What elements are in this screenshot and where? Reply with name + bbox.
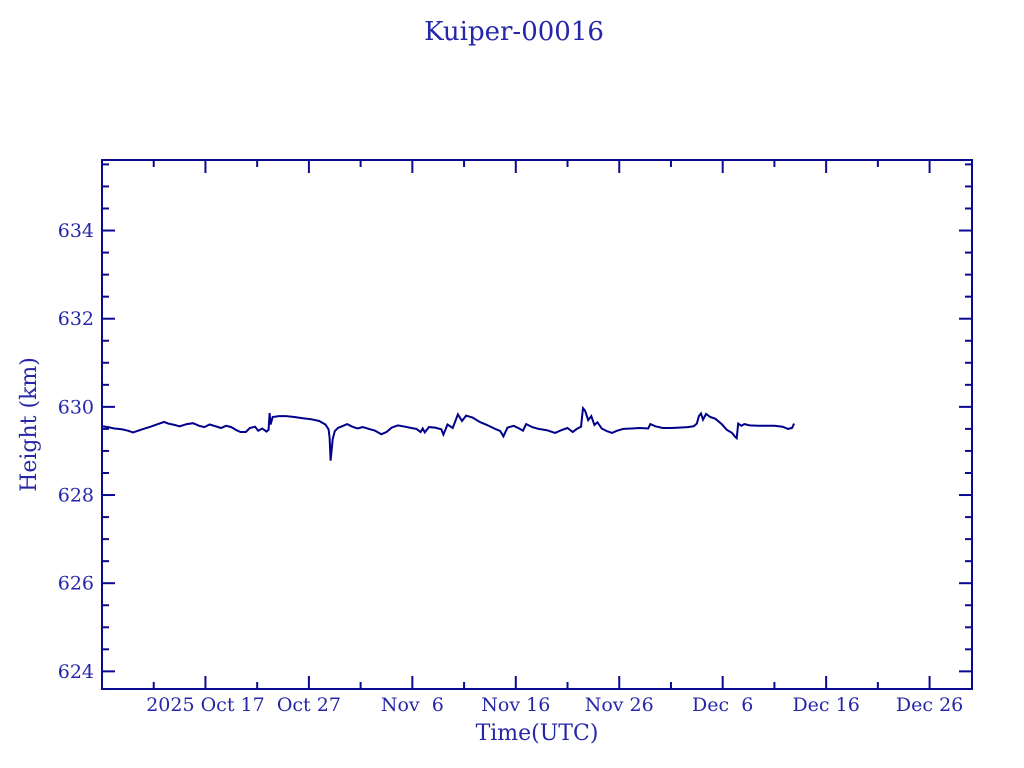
chart-title: Kuiper-00016 xyxy=(424,17,604,47)
y-tick-label: 632 xyxy=(58,308,94,330)
y-axis-label: Height (km) xyxy=(17,357,42,492)
y-tick-label: 624 xyxy=(58,661,94,683)
x-tick-label: Dec 6 xyxy=(692,694,753,716)
y-tick-label: 626 xyxy=(58,573,94,595)
plot-frame xyxy=(101,159,973,690)
x-tick-label: Nov 6 xyxy=(381,694,444,716)
y-tick-label: 630 xyxy=(58,396,94,418)
y-tick-label: 628 xyxy=(58,485,94,507)
y-tick-label: 634 xyxy=(58,220,94,242)
x-tick-label: Dec 26 xyxy=(896,694,963,716)
x-axis-label: Time(UTC) xyxy=(476,721,599,746)
x-tick-label: Nov 16 xyxy=(481,694,550,716)
x-tick-label: 2025 Oct 17 xyxy=(146,694,264,716)
x-tick-label: Dec 16 xyxy=(792,694,859,716)
x-tick-label: Nov 26 xyxy=(585,694,654,716)
height-series-line xyxy=(101,405,796,461)
x-tick-label: Oct 27 xyxy=(277,694,341,716)
